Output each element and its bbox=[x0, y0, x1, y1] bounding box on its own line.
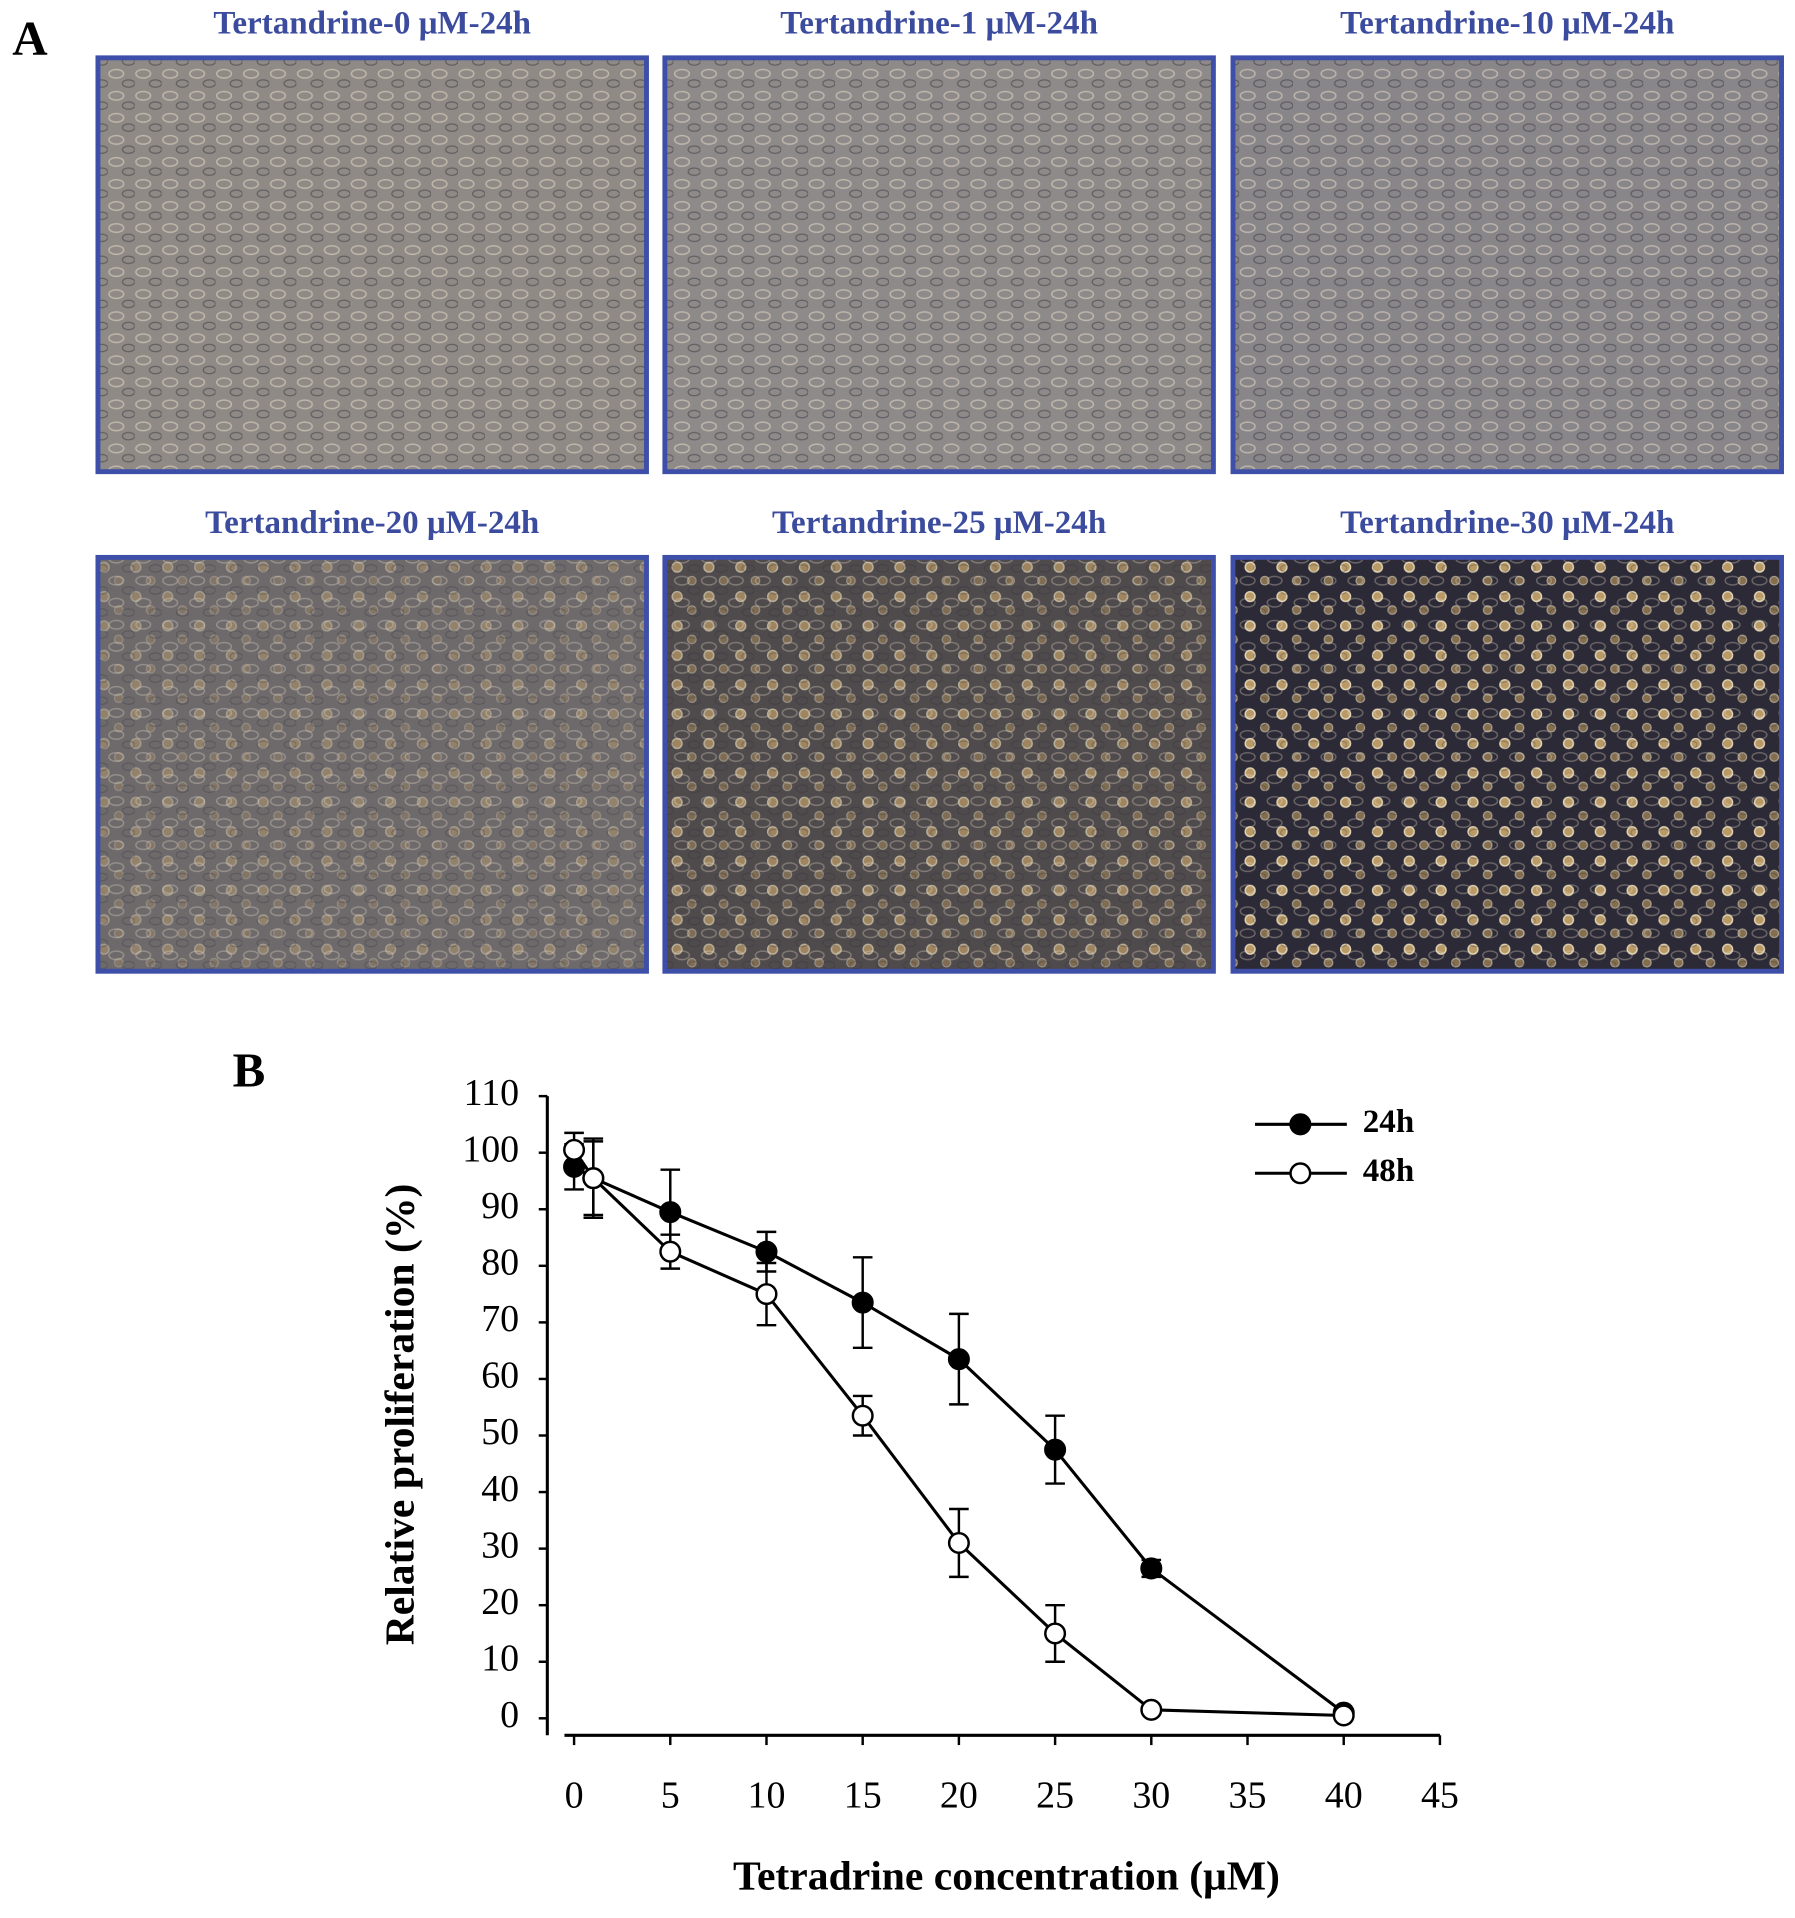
y-tick-label: 40 bbox=[481, 1468, 519, 1510]
point bbox=[947, 1348, 970, 1371]
image-border bbox=[95, 55, 649, 475]
point bbox=[755, 1240, 778, 1263]
y-tick-label: 90 bbox=[481, 1185, 519, 1227]
legend-label: 48h bbox=[1363, 1153, 1414, 1189]
micrograph-texture bbox=[97, 57, 647, 472]
x-tick-label: 25 bbox=[1036, 1775, 1074, 1817]
panel-label: A bbox=[12, 10, 47, 65]
y-tick-label: 60 bbox=[481, 1355, 519, 1397]
image-grid: Tertandrine-0 μM-24h Tertandrine-1 μM-24h… bbox=[95, 6, 1784, 974]
x-tick-label: 30 bbox=[1132, 1775, 1170, 1817]
y-tick-label: 0 bbox=[500, 1694, 519, 1736]
series-line bbox=[572, 1149, 1344, 1718]
point bbox=[851, 1404, 874, 1427]
point bbox=[1140, 1698, 1163, 1721]
micrograph-texture bbox=[1232, 557, 1782, 972]
point bbox=[659, 1201, 682, 1224]
y-tick-label: 100 bbox=[462, 1128, 519, 1170]
image-border bbox=[1230, 55, 1784, 475]
legend-label: 24h bbox=[1363, 1104, 1414, 1140]
series-line bbox=[573, 1165, 1345, 1714]
image-border bbox=[662, 554, 1216, 974]
image-title: Tertandrine-0 μM-24h bbox=[213, 6, 531, 42]
y-tick-label: 80 bbox=[481, 1242, 519, 1284]
x-tick-label: 35 bbox=[1229, 1775, 1267, 1817]
x-axis-title: Tetradrine concentration (μM) bbox=[733, 1853, 1280, 1899]
x-tick-label: 5 bbox=[661, 1775, 680, 1817]
x-tick-label: 20 bbox=[940, 1775, 978, 1817]
x-tick-label: 0 bbox=[565, 1775, 584, 1817]
image-title: Tertandrine-25 μM-24h bbox=[772, 505, 1106, 541]
x-tick-label: 45 bbox=[1421, 1775, 1459, 1817]
image-border bbox=[95, 554, 649, 974]
point bbox=[851, 1291, 874, 1314]
y-tick-label: 20 bbox=[481, 1581, 519, 1623]
point bbox=[1044, 1622, 1067, 1645]
image-border bbox=[1230, 554, 1784, 974]
point bbox=[659, 1240, 682, 1263]
y-tick-label: 10 bbox=[481, 1637, 519, 1679]
y-tick-label: 110 bbox=[464, 1072, 520, 1114]
image-title: Tertandrine-30 μM-24h bbox=[1340, 505, 1674, 541]
image-title: Tertandrine-10 μM-24h bbox=[1340, 6, 1674, 42]
y-tick-label: 30 bbox=[481, 1524, 519, 1566]
point bbox=[1332, 1704, 1355, 1727]
y-tick-label: 50 bbox=[481, 1411, 519, 1453]
micrograph-texture bbox=[1232, 57, 1782, 472]
image-title: Tertandrine-1 μM-24h bbox=[780, 6, 1098, 42]
x-tick-label: 40 bbox=[1325, 1775, 1363, 1817]
point bbox=[563, 1138, 586, 1161]
y-tick-label: 70 bbox=[481, 1298, 519, 1340]
y-axis-title: Relative proliferation (%) bbox=[378, 1184, 424, 1646]
legend-marker bbox=[1289, 1113, 1312, 1136]
image-border bbox=[662, 55, 1216, 475]
x-tick-label: 10 bbox=[748, 1775, 786, 1817]
micrograph-texture bbox=[664, 557, 1214, 972]
image-title: Tertandrine-20 μM-24h bbox=[205, 505, 539, 541]
x-tick-label: 15 bbox=[844, 1775, 882, 1817]
point bbox=[582, 1167, 605, 1190]
point bbox=[755, 1283, 778, 1306]
micrograph-texture bbox=[97, 557, 647, 972]
point bbox=[1140, 1557, 1163, 1580]
legend-marker bbox=[1289, 1162, 1312, 1185]
chart: Tetradrine concentration (μM) Relative p… bbox=[378, 1072, 1459, 1899]
point bbox=[947, 1531, 970, 1554]
point bbox=[1044, 1438, 1067, 1461]
micrograph-texture bbox=[664, 57, 1214, 472]
panel-label: B bbox=[233, 1043, 266, 1098]
